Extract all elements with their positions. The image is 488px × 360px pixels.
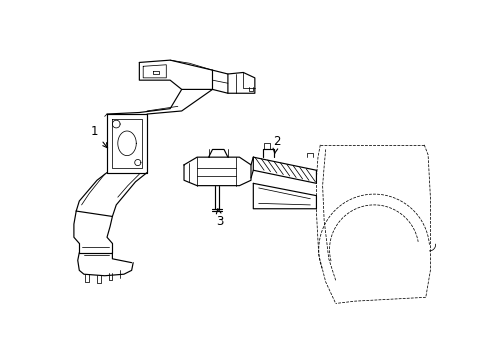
Text: 1: 1 bbox=[91, 125, 107, 148]
Text: 2: 2 bbox=[272, 135, 280, 154]
Text: 3: 3 bbox=[216, 209, 224, 228]
